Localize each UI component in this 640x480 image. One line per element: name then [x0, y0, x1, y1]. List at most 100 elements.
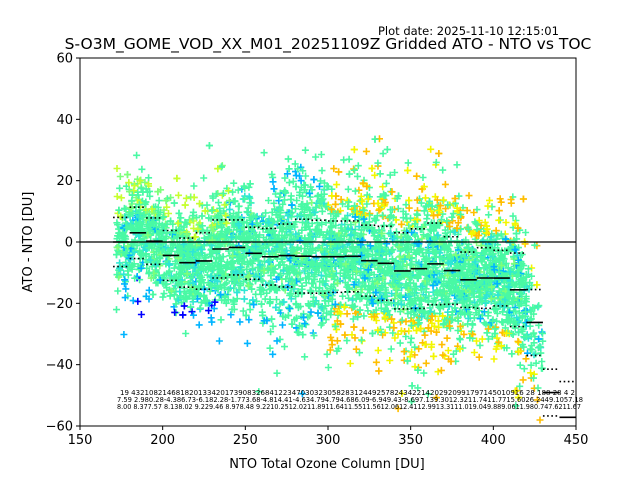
- scatter-point: [329, 272, 337, 280]
- scatter-point: [293, 328, 301, 336]
- scatter-point: [449, 316, 456, 324]
- scatter-point: [228, 214, 236, 222]
- scatter-point: [407, 260, 415, 268]
- scatter-point: [284, 311, 292, 319]
- scatter-point: [375, 367, 383, 375]
- scatter-point: [432, 158, 440, 166]
- scatter-point: [124, 242, 132, 250]
- scatter-point: [319, 231, 327, 239]
- scatter-point: [273, 285, 280, 293]
- scatter-point: [334, 279, 341, 287]
- scatter-point: [402, 333, 410, 340]
- scatter-point: [343, 196, 351, 204]
- scatter-point: [480, 264, 488, 272]
- scatter-point: [341, 246, 349, 254]
- scatter-point: [358, 198, 366, 205]
- scatter-point: [357, 265, 365, 273]
- scatter-point: [364, 266, 372, 274]
- scatter-point: [514, 256, 522, 264]
- scatter-point: [315, 221, 323, 229]
- scatter-point: [420, 369, 428, 377]
- scatter-point: [283, 170, 291, 178]
- scatter-point: [210, 265, 218, 273]
- scatter-point: [447, 237, 455, 245]
- scatter-point: [319, 278, 326, 286]
- scatter-point: [522, 229, 530, 236]
- scatter-point: [430, 212, 438, 220]
- scatter-point: [309, 297, 317, 305]
- scatter-point: [116, 173, 124, 180]
- scatter-point: [492, 345, 500, 353]
- scatter-point: [240, 182, 248, 190]
- scatter-point: [191, 244, 199, 252]
- scatter-point: [113, 251, 120, 259]
- scatter-point: [149, 291, 157, 298]
- scatter-point: [172, 300, 180, 308]
- scatter-point: [374, 265, 382, 273]
- scatter-point: [454, 327, 462, 334]
- scatter-point: [330, 281, 338, 288]
- scatter-point: [256, 261, 264, 269]
- scatter-point: [136, 247, 144, 255]
- scatter-point: [295, 262, 303, 270]
- scatter-point: [255, 388, 263, 396]
- scatter-point: [369, 329, 376, 337]
- scatter-point: [144, 231, 152, 239]
- scatter-point: [531, 241, 539, 249]
- scatter-point: [286, 222, 294, 230]
- scatter-point: [428, 312, 436, 320]
- scatter-point: [419, 174, 427, 181]
- scatter-point: [137, 311, 145, 318]
- scatter-point: [328, 295, 336, 303]
- scatter-point: [243, 339, 251, 347]
- scatter-point: [515, 347, 523, 355]
- scatter-point: [495, 216, 503, 224]
- scatter-point: [236, 318, 244, 326]
- scatter-point: [405, 252, 413, 260]
- scatter-point: [200, 293, 208, 301]
- scatter-point: [429, 282, 437, 290]
- scatter-point: [453, 297, 461, 305]
- scatter-point: [538, 358, 546, 365]
- scatter-point: [484, 325, 492, 333]
- scatter-point: [519, 312, 527, 320]
- scatter-point: [239, 245, 247, 253]
- scatter-point: [245, 183, 253, 191]
- scatter-point: [203, 271, 211, 279]
- scatter-point: [234, 220, 242, 228]
- scatter-point: [421, 255, 429, 263]
- scatter-point: [533, 396, 541, 404]
- scatter-point: [223, 219, 230, 227]
- scatter-point: [450, 350, 457, 358]
- scatter-point: [470, 289, 478, 297]
- scatter-point: [190, 264, 198, 271]
- scatter-point: [226, 206, 234, 213]
- scatter-point: [285, 237, 293, 245]
- scatter-point: [170, 234, 178, 242]
- scatter-point: [407, 322, 415, 329]
- scatter-point: [116, 184, 124, 192]
- scatter-point: [198, 212, 206, 220]
- scatter-point: [207, 273, 215, 281]
- scatter-point: [453, 204, 461, 212]
- scatter-point: [476, 279, 484, 287]
- scatter-point: [519, 195, 527, 203]
- scatter-point: [390, 274, 398, 282]
- scatter-point: [242, 311, 250, 319]
- scatter-point: [468, 230, 476, 238]
- scatter-point: [187, 243, 195, 251]
- scatter-point: [303, 259, 311, 267]
- scatter-point: [395, 243, 403, 251]
- scatter-point: [326, 235, 333, 243]
- scatter-point: [263, 317, 271, 325]
- scatter-point: [193, 269, 201, 277]
- scatter-point: [346, 274, 354, 282]
- scatter-point: [528, 342, 536, 350]
- scatter-point: [469, 277, 477, 285]
- scatter-point: [411, 232, 419, 240]
- scatter-point: [196, 200, 204, 208]
- scatter-point: [196, 274, 204, 282]
- scatter-point: [142, 292, 150, 300]
- scatter-point: [388, 290, 396, 297]
- scatter-point: [451, 304, 459, 312]
